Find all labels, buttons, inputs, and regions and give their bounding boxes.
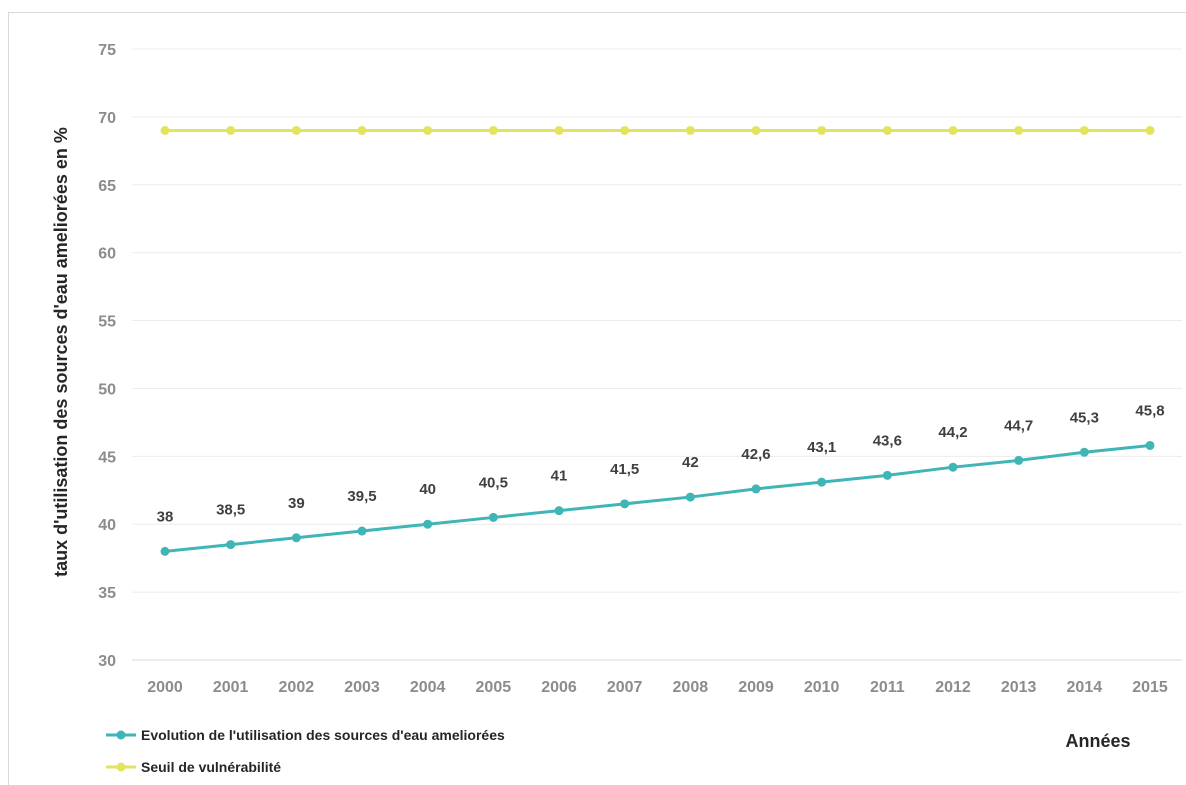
data-point [751,484,761,494]
x-tick-label: 2006 [541,679,577,696]
data-label: 44,7 [1004,417,1033,434]
x-tick-label: 2001 [213,679,249,696]
y-tick-label: 75 [98,42,116,59]
y-tick-label: 30 [98,653,116,670]
data-point [226,125,236,135]
y-tick-label: 65 [98,178,116,195]
data-point [1079,125,1089,135]
x-tick-label: 2011 [870,679,905,696]
legend-marker [116,730,126,740]
gridlines [132,48,1182,661]
x-tick-label: 2015 [1132,679,1168,696]
data-point [817,477,827,487]
legend-item: Seuil de vulnérabilité [106,759,281,775]
legend-label: Seuil de vulnérabilité [141,759,281,775]
data-label: 45,3 [1070,409,1099,426]
data-point [948,125,958,135]
x-tick-label: 2014 [1067,679,1103,696]
data-point [1014,455,1024,465]
data-point [357,526,367,536]
x-tick-label: 2005 [476,679,512,696]
data-label: 43,6 [873,432,902,449]
x-tick-label: 2012 [935,679,971,696]
x-tick-label: 2002 [279,679,315,696]
y-tick-label: 50 [98,381,116,398]
data-label: 43,1 [807,439,836,456]
series [160,125,1155,556]
chart-frame [8,12,1186,785]
series-threshold [160,125,1155,135]
data-label: 39 [288,495,305,512]
data-label: 41,5 [610,461,639,478]
data-point [357,125,367,135]
x-axis-title: Années [1065,731,1130,751]
data-point [291,125,301,135]
data-label: 38,5 [216,502,245,519]
series-line [163,443,1152,553]
y-axis-ticks: 30 35 40 45 50 55 60 65 70 75 [98,42,116,670]
data-point [882,125,892,135]
data-label: 42 [682,454,699,471]
data-point [620,125,630,135]
data-point [488,125,498,135]
x-tick-label: 2000 [147,679,183,696]
data-labels: 38 38,5 39 39,5 40 40,5 41 41,5 42 42,6 43,1 43,6 44… [157,402,1165,525]
y-tick-label: 60 [98,246,116,263]
data-point [291,533,301,543]
data-label: 38 [157,508,174,525]
legend-marker [116,762,126,772]
series-water-access [160,440,1155,556]
data-label: 42,6 [741,446,770,463]
legend-label: Evolution de l'utilisation des sources d… [141,727,505,743]
data-point [685,125,695,135]
x-tick-label: 2009 [738,679,774,696]
data-label: 44,2 [938,424,967,441]
data-point [488,512,498,522]
data-point [1145,125,1155,135]
data-point [423,519,433,529]
x-tick-label: 2007 [607,679,643,696]
data-label: 40 [419,481,436,498]
data-point [160,546,170,556]
y-tick-label: 35 [98,585,116,602]
legend: Evolution de l'utilisation des sources d… [106,727,505,775]
data-point [160,125,170,135]
x-tick-label: 2008 [673,679,709,696]
data-label: 41 [551,468,568,485]
data-label: 39,5 [347,488,376,505]
data-point [620,499,630,509]
y-tick-label: 40 [98,517,116,534]
data-point [1014,125,1024,135]
data-point [751,125,761,135]
data-point [1079,447,1089,457]
data-point [423,125,433,135]
x-axis-ticks: 2000 2001 2002 2003 2004 2005 2006 2007 2008 2009… [147,679,1168,696]
x-tick-label: 2013 [1001,679,1037,696]
data-label: 45,8 [1135,402,1164,419]
x-tick-label: 2010 [804,679,840,696]
y-tick-label: 45 [98,449,116,466]
data-point [1145,440,1155,450]
y-tick-label: 70 [98,110,116,127]
x-tick-label: 2003 [344,679,380,696]
data-point [817,125,827,135]
x-tick-label: 2004 [410,679,446,696]
legend-item: Evolution de l'utilisation des sources d… [106,727,505,743]
data-point [226,540,236,550]
data-point [554,506,564,516]
data-point [685,492,695,502]
data-point [882,470,892,480]
data-label: 40,5 [479,474,508,491]
y-axis-title: taux d'utilisation des sources d'eau ame… [51,127,71,577]
data-point [554,125,564,135]
y-tick-label: 55 [98,314,116,331]
data-point [948,462,958,472]
